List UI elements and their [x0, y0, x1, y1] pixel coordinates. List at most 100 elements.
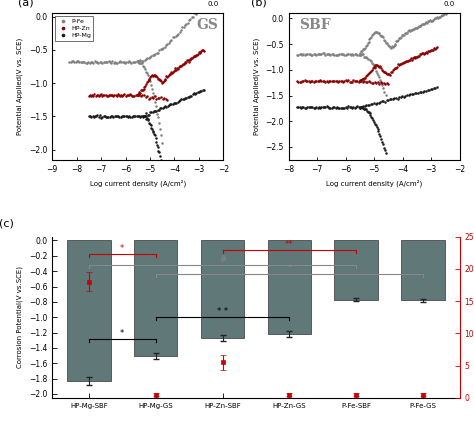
Text: * *: * * [217, 308, 228, 316]
HP-Zn [128, 93, 134, 98]
HP-Mg [113, 114, 118, 119]
Text: (b): (b) [251, 0, 266, 8]
HP-Zn [110, 93, 116, 98]
HP-Zn [129, 93, 135, 98]
HP-Zn [91, 91, 97, 97]
HP-Mg [129, 114, 135, 119]
HP-Mg [127, 114, 132, 119]
P-Fe [135, 58, 141, 64]
Text: #: # [219, 255, 226, 264]
P-Fe [113, 61, 119, 66]
HP-Zn [108, 92, 114, 98]
HP-Zn [104, 93, 109, 99]
HP-Mg [130, 113, 136, 118]
HP-Mg [94, 113, 100, 118]
Text: (a): (a) [18, 0, 34, 8]
HP-Mg [136, 113, 142, 118]
HP-Zn [124, 92, 129, 97]
HP-Mg [106, 114, 111, 119]
HP-Zn [109, 92, 115, 98]
Text: *: * [120, 244, 125, 253]
HP-Zn [120, 92, 126, 97]
HP-Mg [140, 114, 146, 119]
HP-Mg [112, 113, 118, 118]
HP-Zn [115, 91, 120, 96]
Line: HP-Mg: HP-Mg [88, 114, 144, 119]
HP-Zn [125, 92, 131, 98]
Y-axis label: Potential Applied(V vs. SCE): Potential Applied(V vs. SCE) [253, 38, 260, 135]
HP-Mg [93, 114, 99, 119]
HP-Mg [131, 113, 137, 118]
HP-Zn [88, 93, 94, 99]
HP-Mg [115, 114, 121, 119]
Bar [268, 240, 311, 334]
Y-axis label: Corrosion Potential(V vs.SCE): Corrosion Potential(V vs.SCE) [17, 266, 23, 368]
HP-Zn [132, 93, 137, 99]
P-Fe [83, 61, 89, 66]
HP-Mg [118, 114, 124, 119]
HP-Mg [89, 114, 94, 119]
HP-Zn [122, 92, 128, 97]
Line: HP-Zn: HP-Zn [88, 93, 139, 97]
Bar [67, 240, 110, 381]
HP-Mg [128, 114, 133, 119]
Text: *: * [287, 264, 292, 274]
HP-Mg [123, 114, 128, 119]
HP-Zn [97, 92, 103, 98]
Y-axis label: Potential Applied(V vs. SCE): Potential Applied(V vs. SCE) [17, 38, 23, 135]
HP-Zn [100, 92, 106, 98]
HP-Zn [126, 92, 132, 97]
Line: P-Fe: P-Fe [68, 60, 139, 64]
HP-Zn [89, 92, 95, 98]
HP-Zn [123, 93, 128, 99]
Text: (c): (c) [0, 219, 14, 229]
HP-Mg [92, 114, 98, 119]
HP-Zn [113, 92, 118, 98]
HP-Zn [106, 92, 112, 98]
HP-Mg [119, 113, 125, 118]
HP-Zn [95, 92, 100, 97]
HP-Mg [133, 113, 138, 118]
HP-Mg [137, 114, 143, 119]
HP-Zn [93, 93, 99, 98]
HP-Zn [107, 92, 113, 98]
HP-Mg [134, 113, 139, 118]
Bar [201, 240, 244, 338]
HP-Mg [110, 114, 116, 120]
Text: SBF: SBF [299, 18, 330, 32]
HP-Mg [96, 114, 101, 120]
HP-Mg [97, 112, 103, 118]
Text: 0.0: 0.0 [443, 1, 455, 8]
HP-Mg [117, 114, 122, 120]
HP-Zn [98, 91, 104, 97]
HP-Zn [87, 92, 93, 98]
Text: *: * [120, 329, 125, 338]
HP-Zn [118, 92, 124, 97]
HP-Mg [102, 114, 108, 119]
HP-Zn [86, 94, 91, 99]
P-Fe [92, 58, 98, 64]
HP-Mg [91, 114, 97, 119]
P-Fe [106, 58, 111, 63]
HP-Mg [125, 114, 131, 119]
HP-Mg [90, 114, 95, 119]
P-Fe [66, 59, 72, 64]
HP-Mg [124, 113, 129, 118]
HP-Zn [111, 92, 117, 98]
HP-Mg [98, 115, 104, 120]
HP-Zn [119, 93, 125, 99]
HP-Mg [138, 114, 144, 119]
HP-Mg [114, 113, 120, 118]
P-Fe [79, 60, 85, 65]
HP-Mg [108, 113, 114, 118]
HP-Mg [120, 114, 126, 119]
HP-Mg [121, 114, 127, 119]
Text: **: ** [285, 240, 293, 249]
HP-Mg [135, 114, 141, 119]
Bar [335, 240, 378, 300]
P-Fe [134, 59, 139, 64]
HP-Mg [87, 114, 93, 119]
HP-Zn [100, 94, 105, 99]
Bar [401, 240, 445, 301]
Text: GS: GS [196, 18, 219, 32]
